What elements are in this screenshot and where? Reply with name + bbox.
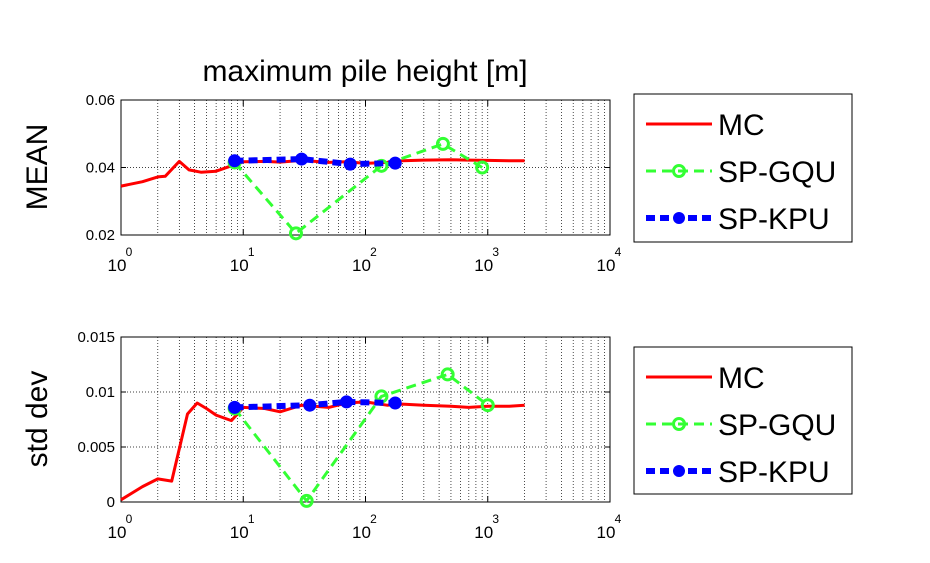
data-point xyxy=(288,226,303,241)
x-tick-label-exponent: 0 xyxy=(126,245,133,259)
data-point xyxy=(388,156,402,170)
legend-marker xyxy=(672,164,686,178)
x-tick-label-exponent: 3 xyxy=(492,512,499,526)
data-point xyxy=(440,367,455,382)
x-tick-label-exponent: 4 xyxy=(615,512,622,526)
legend-marker xyxy=(672,417,686,431)
data-point xyxy=(228,400,242,414)
data-point xyxy=(388,396,402,410)
data-point xyxy=(228,154,242,168)
y-tick-label: 0.01 xyxy=(86,384,115,401)
data-point xyxy=(295,152,309,166)
legend-label: SP-GQU xyxy=(718,409,836,442)
y-tick-label: 0 xyxy=(107,494,115,511)
data-point xyxy=(480,398,495,413)
series-line xyxy=(233,372,489,503)
legend-label: MC xyxy=(718,362,765,395)
series-line xyxy=(234,156,396,168)
x-tick-label-base: 10 xyxy=(230,523,249,542)
x-tick-label-base: 10 xyxy=(230,256,249,275)
x-tick-label-base: 10 xyxy=(352,523,371,542)
mean-ylabel: MEAN xyxy=(21,124,54,211)
x-tick-label-exponent: 3 xyxy=(492,245,499,259)
x-tick-label-exponent: 0 xyxy=(126,512,133,526)
x-tick-label-base: 10 xyxy=(597,523,616,542)
stddev-legend: MC SP-GQU SP-KPU xyxy=(633,346,853,495)
legend-label: MC xyxy=(718,109,765,142)
legend-label: SP-KPU xyxy=(718,456,830,489)
x-tick-label-base: 10 xyxy=(108,523,127,542)
y-tick-label: 0.06 xyxy=(86,92,115,109)
data-point xyxy=(475,160,490,175)
data-point xyxy=(303,398,317,412)
y-tick-label: 0.015 xyxy=(77,329,115,346)
legend-box xyxy=(633,93,853,243)
x-tick-label-exponent: 4 xyxy=(615,245,622,259)
legend-label: SP-GQU xyxy=(718,156,836,189)
data-point xyxy=(435,136,450,151)
x-tick-label-exponent: 2 xyxy=(370,245,377,259)
legend-label: SP-KPU xyxy=(718,203,830,236)
x-tick-label-base: 10 xyxy=(352,256,371,275)
legend-marker xyxy=(673,465,685,477)
stddev-ylabel: std dev xyxy=(21,371,54,468)
data-point xyxy=(340,395,354,409)
y-tick-label: 0.02 xyxy=(86,227,115,244)
x-tick-label-exponent: 1 xyxy=(248,245,255,259)
x-tick-label-base: 10 xyxy=(474,256,493,275)
x-tick-label-base: 10 xyxy=(597,256,616,275)
y-tick-label: 0.04 xyxy=(86,160,115,177)
chart-title: maximum pile height [m] xyxy=(202,55,527,88)
data-point xyxy=(299,493,314,508)
x-tick-label-exponent: 2 xyxy=(370,512,377,526)
x-tick-label-base: 10 xyxy=(474,523,493,542)
legend-box xyxy=(633,346,853,495)
legend-marker xyxy=(673,212,685,224)
data-point xyxy=(343,157,357,171)
x-tick-label-exponent: 1 xyxy=(248,512,255,526)
x-tick-label-base: 10 xyxy=(108,256,127,275)
y-tick-label: 0.005 xyxy=(77,439,115,456)
mean-legend: MC SP-GQU SP-KPU xyxy=(633,93,853,243)
